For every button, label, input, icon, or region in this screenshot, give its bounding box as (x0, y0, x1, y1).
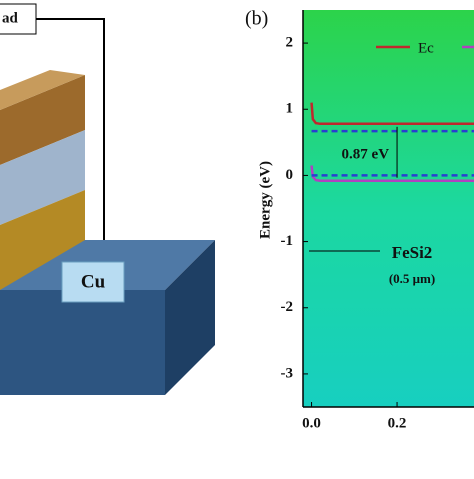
y-tick-label: -1 (281, 233, 294, 249)
y-tick-label: -2 (281, 299, 294, 315)
plot-area (303, 10, 474, 407)
y-tick-label: 1 (286, 101, 294, 117)
y-tick-label: -3 (281, 365, 294, 381)
base-front (0, 290, 165, 395)
load-label: ad (2, 10, 19, 26)
y-axis-label: Energy (eV) (257, 161, 273, 239)
annotation: FeSi2 (392, 243, 433, 262)
cu-label: Cu (81, 271, 106, 292)
x-tick-label: 0.0 (302, 415, 321, 431)
x-tick-label: 0.2 (388, 415, 407, 431)
panel-label: (b) (245, 8, 268, 30)
annotation: (0.5 μm) (389, 271, 435, 286)
schematic: ad Cu (0, 4, 215, 395)
y-tick-label: 2 (286, 35, 294, 51)
annotation: 0.87 eV (342, 146, 390, 162)
y-tick-label: 0 (286, 167, 294, 183)
legend-label: Ec (418, 40, 434, 56)
